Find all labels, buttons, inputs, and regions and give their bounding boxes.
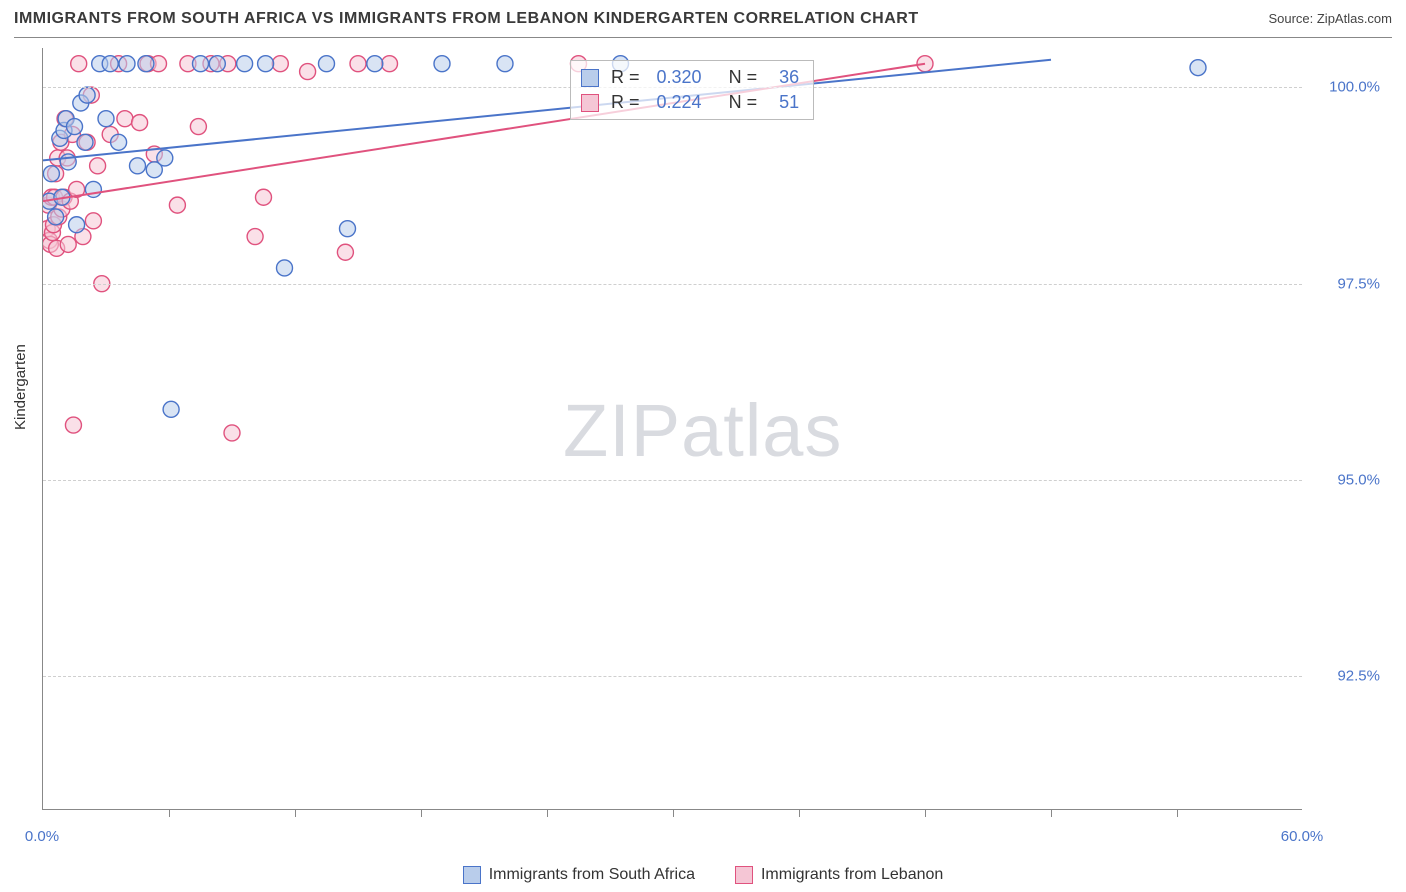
x-tick	[799, 809, 800, 817]
data-point	[300, 64, 316, 80]
stats-n-value: 36	[774, 67, 799, 88]
data-point	[117, 111, 133, 127]
stats-n-label: N =	[714, 92, 763, 113]
legend-label-lb: Immigrants from Lebanon	[761, 866, 943, 884]
data-point	[85, 213, 101, 229]
data-point	[98, 111, 114, 127]
stats-box: R = 0.320 N = 36R = 0.224 N = 51	[570, 60, 814, 120]
data-point	[60, 236, 76, 252]
data-point	[69, 217, 85, 233]
stats-row: R = 0.224 N = 51	[581, 92, 799, 113]
x-tick-label: 0.0%	[25, 828, 59, 845]
x-tick	[673, 809, 674, 817]
stats-r-value: 0.224	[657, 92, 702, 113]
data-point	[237, 56, 253, 72]
y-tick-label: 97.5%	[1337, 275, 1380, 292]
trend-line	[43, 60, 1051, 161]
source-prefix: Source:	[1268, 11, 1316, 26]
data-point	[497, 56, 513, 72]
x-tick	[421, 809, 422, 817]
stats-swatch	[581, 69, 599, 87]
data-point	[102, 56, 118, 72]
data-point	[350, 56, 366, 72]
gridline-h	[43, 284, 1302, 285]
data-point	[157, 150, 173, 166]
stats-n-label: N =	[714, 67, 763, 88]
data-point	[79, 87, 95, 103]
data-point	[71, 56, 87, 72]
stats-row: R = 0.320 N = 36	[581, 67, 799, 88]
data-point	[367, 56, 383, 72]
stats-r-label: R =	[611, 92, 645, 113]
data-point	[247, 229, 263, 245]
y-axis-label: Kindergarten	[12, 344, 29, 430]
x-tick	[169, 809, 170, 817]
data-point	[382, 56, 398, 72]
swatch-lb	[735, 866, 753, 884]
data-point	[119, 56, 135, 72]
y-tick-label: 100.0%	[1329, 79, 1380, 96]
data-point	[434, 56, 450, 72]
data-point	[111, 134, 127, 150]
x-tick	[295, 809, 296, 817]
stats-n-value: 51	[774, 92, 799, 113]
legend-label-sa: Immigrants from South Africa	[489, 866, 695, 884]
data-point	[337, 244, 353, 260]
data-point	[138, 56, 154, 72]
data-point	[224, 425, 240, 441]
y-tick-label: 95.0%	[1337, 472, 1380, 489]
legend-item-sa: Immigrants from South Africa	[463, 866, 695, 884]
data-point	[272, 56, 288, 72]
stats-r-value: 0.320	[657, 67, 702, 88]
gridline-h	[43, 676, 1302, 677]
x-tick	[547, 809, 548, 817]
data-point	[209, 56, 225, 72]
data-point	[256, 189, 272, 205]
stats-r-label: R =	[611, 67, 645, 88]
source-credit: Source: ZipAtlas.com	[1268, 11, 1392, 26]
data-point	[319, 56, 335, 72]
legend-bottom: Immigrants from South Africa Immigrants …	[0, 866, 1406, 884]
legend-item-lb: Immigrants from Lebanon	[735, 866, 943, 884]
data-point	[169, 197, 185, 213]
data-point	[48, 209, 64, 225]
data-point	[163, 401, 179, 417]
data-point	[90, 158, 106, 174]
x-tick	[925, 809, 926, 817]
source-name: ZipAtlas.com	[1317, 11, 1392, 26]
chart-header: IMMIGRANTS FROM SOUTH AFRICA VS IMMIGRAN…	[14, 10, 1392, 38]
data-point	[1190, 60, 1206, 76]
data-point	[43, 166, 59, 182]
data-point	[277, 260, 293, 276]
data-point	[340, 221, 356, 237]
gridline-h	[43, 480, 1302, 481]
data-point	[190, 119, 206, 135]
stats-swatch	[581, 94, 599, 112]
data-point	[65, 417, 81, 433]
swatch-sa	[463, 866, 481, 884]
data-point	[258, 56, 274, 72]
y-tick-label: 92.5%	[1337, 668, 1380, 685]
x-tick	[1051, 809, 1052, 817]
data-point	[130, 158, 146, 174]
chart-svg	[43, 48, 1303, 810]
x-tick-label: 60.0%	[1281, 828, 1324, 845]
x-tick	[1177, 809, 1178, 817]
chart-title: IMMIGRANTS FROM SOUTH AFRICA VS IMMIGRAN…	[14, 10, 919, 28]
data-point	[132, 115, 148, 131]
data-point	[77, 134, 93, 150]
plot-area: ZIPatlas	[42, 48, 1302, 810]
data-point	[67, 119, 83, 135]
data-point	[193, 56, 209, 72]
